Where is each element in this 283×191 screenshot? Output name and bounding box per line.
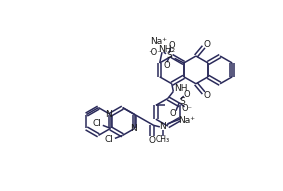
Text: O⁻: O⁻ [181, 104, 192, 113]
Text: N: N [106, 110, 112, 119]
Text: Cl: Cl [104, 135, 113, 144]
Text: Na⁺: Na⁺ [151, 37, 168, 46]
Text: O: O [203, 40, 210, 49]
Text: NH: NH [174, 84, 188, 93]
Text: O: O [168, 41, 175, 50]
Text: ·O⁻: ·O⁻ [148, 48, 161, 57]
Text: O: O [149, 136, 156, 145]
Text: O: O [170, 108, 176, 117]
Text: N: N [160, 122, 166, 131]
Text: Na⁺: Na⁺ [178, 116, 195, 125]
Text: O: O [164, 61, 170, 70]
Text: S: S [179, 97, 185, 106]
Text: S: S [166, 51, 172, 60]
Text: CH₃: CH₃ [156, 135, 170, 144]
Text: NH₂: NH₂ [158, 45, 175, 54]
Text: N: N [130, 124, 136, 133]
Text: O: O [183, 90, 190, 99]
Text: O: O [203, 91, 210, 100]
Text: Cl: Cl [92, 119, 101, 128]
